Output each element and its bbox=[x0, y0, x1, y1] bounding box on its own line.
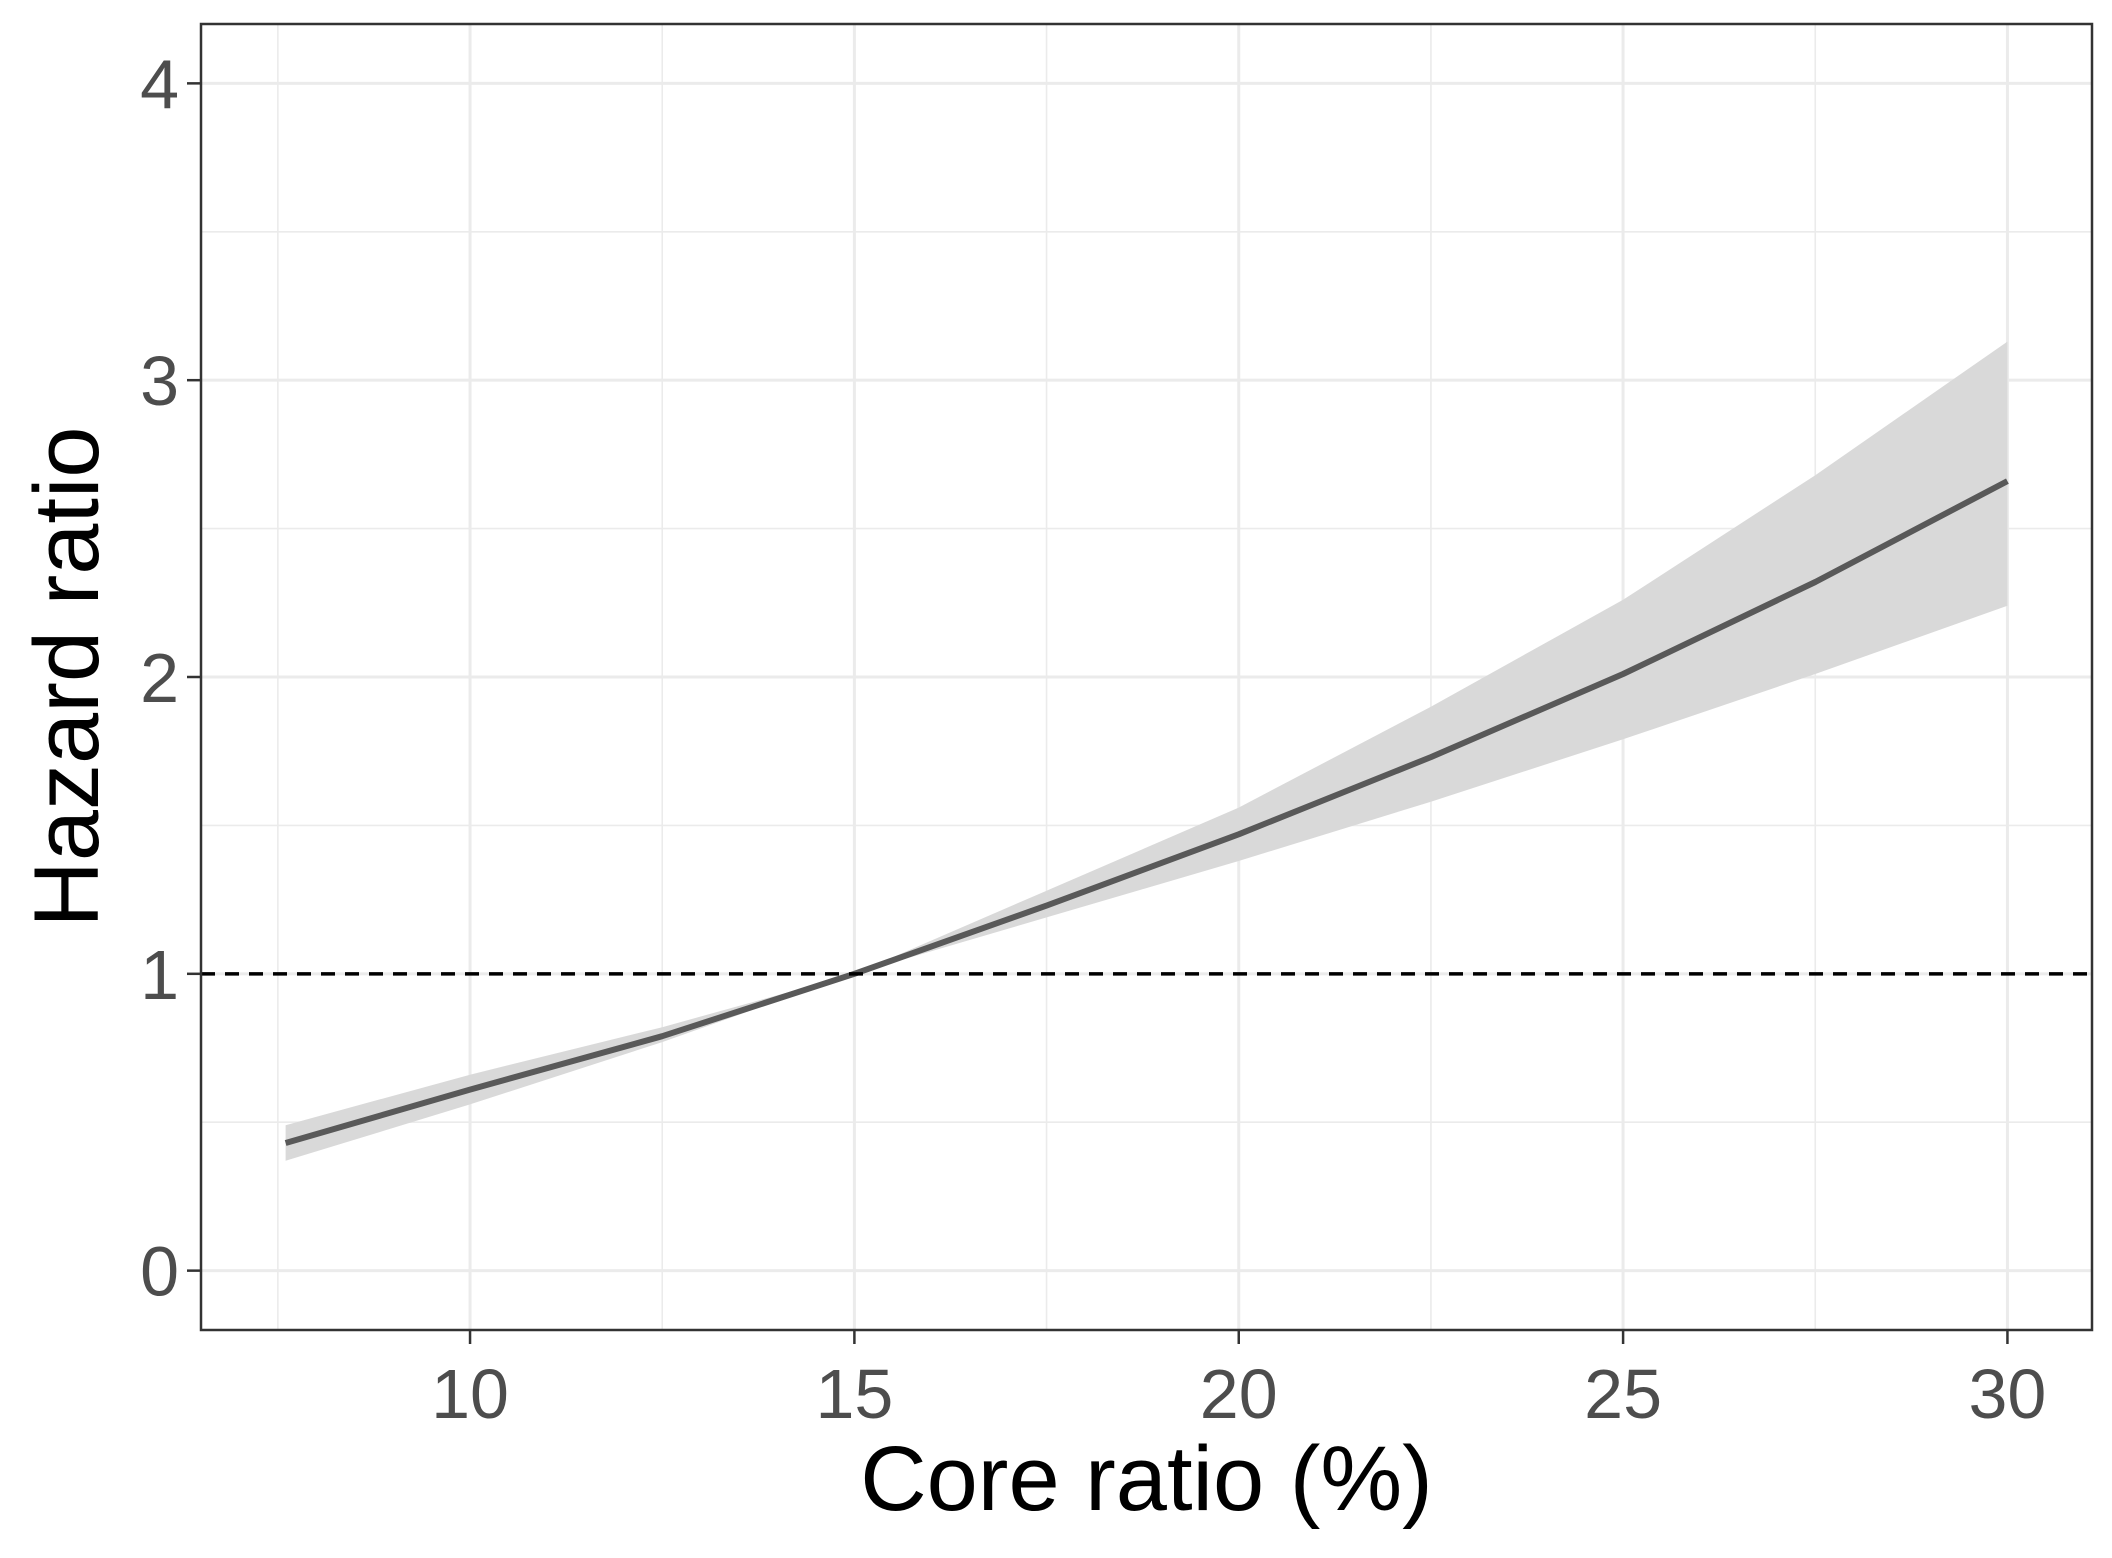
hazard-ratio-line bbox=[284, 478, 2009, 1146]
x-axis-title: Core ratio (%) bbox=[860, 1428, 1433, 1530]
x-tick-label: 30 bbox=[1969, 1355, 2047, 1433]
x-tick-label: 15 bbox=[815, 1355, 893, 1433]
x-tick-label: 25 bbox=[1584, 1355, 1662, 1433]
y-tick-label: 1 bbox=[140, 936, 179, 1014]
y-tick-label: 0 bbox=[140, 1233, 179, 1311]
x-axis: 10 15 20 25 30 bbox=[431, 1330, 2046, 1433]
confidence-ribbon bbox=[285, 341, 2008, 1161]
y-tick-label: 4 bbox=[140, 45, 179, 123]
y-axis: 0 1 2 3 4 bbox=[140, 45, 201, 1311]
y-axis-title: Hazard ratio bbox=[16, 426, 118, 927]
y-tick-label: 3 bbox=[140, 342, 179, 420]
x-tick-label: 20 bbox=[1200, 1355, 1278, 1433]
x-tick-label: 10 bbox=[431, 1355, 509, 1433]
y-tick-label: 2 bbox=[140, 639, 179, 717]
